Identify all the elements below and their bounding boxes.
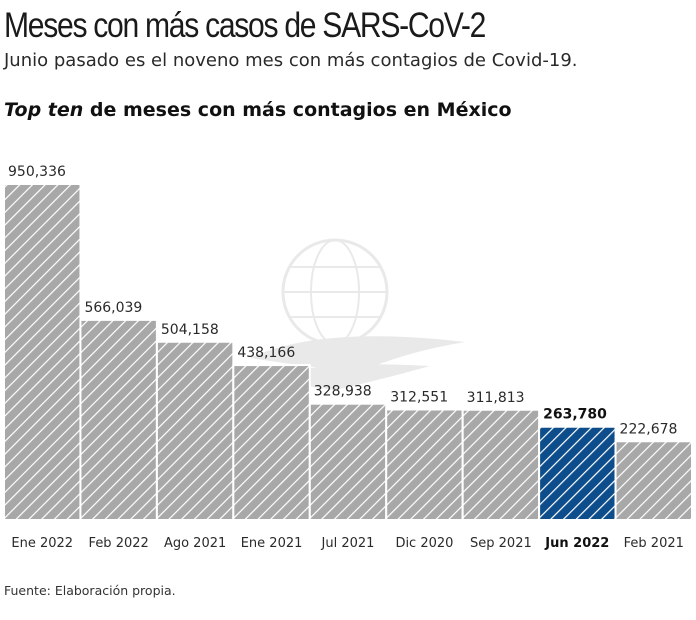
chart-heading: Top ten de meses con más contagios en Mé… [4, 99, 512, 121]
value-label: 222,678 [620, 421, 678, 437]
bar-sep-2021 [461, 408, 541, 521]
bar-jun-2022 [538, 425, 617, 521]
bar-dic-2020 [385, 408, 464, 521]
chart-heading-emphasis: Top ten [4, 99, 84, 121]
chart-subtitle: Junio pasado es el noveno mes con más co… [4, 50, 578, 71]
x-tick-label: Ene 2022 [11, 536, 73, 551]
source-note: Fuente: Elaboración propia. [4, 583, 176, 598]
value-label: 263,780 [543, 407, 607, 423]
x-tick-label: Ago 2021 [164, 536, 226, 551]
chart-heading-text: de meses con más contagios en México [83, 99, 512, 121]
bar-feb-2021 [614, 440, 693, 521]
value-label: 566,039 [84, 300, 142, 316]
bar-ene-2021 [232, 364, 311, 521]
value-label: 311,813 [467, 390, 525, 406]
x-tick-label: Ene 2021 [241, 536, 303, 551]
bar-ene-2022 [3, 183, 82, 521]
x-tick-label: Jul 2021 [321, 536, 375, 551]
x-tick-label: Feb 2022 [89, 536, 149, 551]
x-tick-label: Sep 2021 [470, 536, 532, 551]
bar-chart: 950,336 566,039 504,158 438,166 328,938 312,5… [3, 164, 693, 551]
x-tick-label: Dic 2020 [395, 536, 453, 551]
x-tick-label: Jun 2022 [544, 536, 609, 551]
chart-title: Meses con más casos de SARS-CoV-2 [4, 6, 486, 45]
value-label: 312,551 [390, 389, 448, 405]
bar-feb-2022 [79, 318, 158, 521]
bar-ago-2021 [155, 340, 235, 521]
value-label: 328,938 [314, 384, 372, 400]
value-label: 950,336 [8, 164, 66, 180]
value-label: 438,166 [237, 345, 295, 361]
value-label: 504,158 [161, 322, 219, 338]
x-tick-label: Feb 2021 [624, 536, 684, 551]
bar-jul-2021 [308, 402, 388, 521]
